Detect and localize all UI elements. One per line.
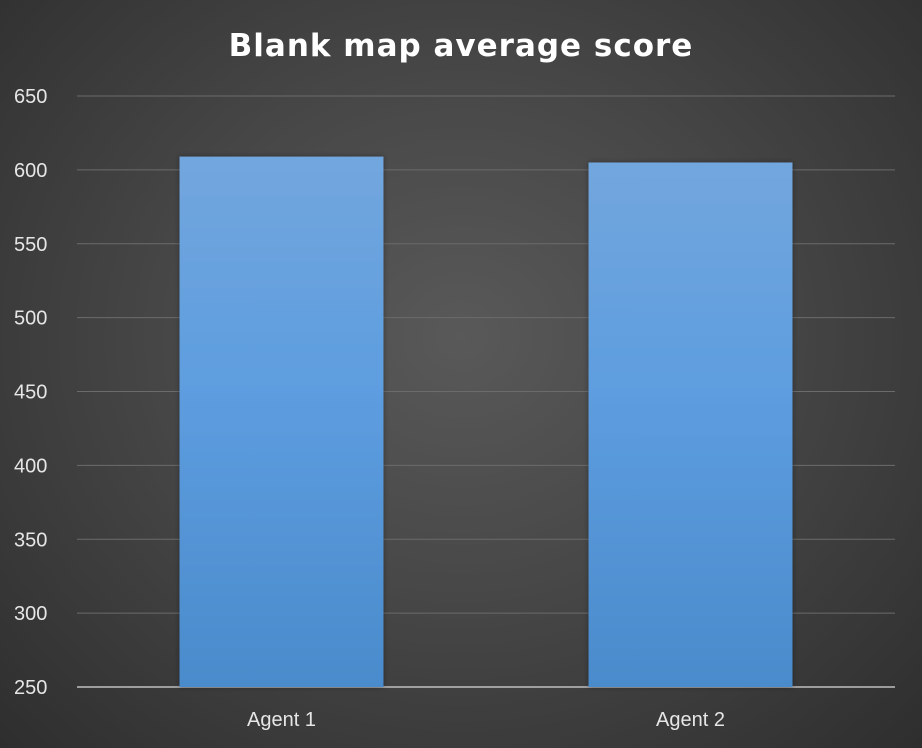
y-tick-label: 250 [14, 677, 47, 699]
x-axis-categories: Agent 1 Agent 2 [247, 709, 725, 731]
chart-title: Blank map average score [229, 28, 694, 64]
y-tick-label: 600 [14, 160, 47, 182]
y-tick-label: 500 [14, 308, 47, 330]
y-tick-label: 300 [14, 603, 47, 625]
y-tick-label: 350 [14, 529, 47, 551]
y-axis-ticks: 250 300 350 400 450 500 550 600 650 [14, 86, 47, 699]
bar-agent-2 [588, 162, 793, 688]
y-tick-label: 650 [14, 86, 47, 108]
bar-agent-1 [179, 156, 384, 687]
bars [179, 156, 793, 688]
y-tick-label: 550 [14, 234, 47, 256]
x-category-label: Agent 2 [656, 709, 725, 731]
y-tick-label: 400 [14, 455, 47, 477]
y-tick-label: 450 [14, 382, 47, 404]
x-category-label: Agent 1 [247, 709, 316, 731]
